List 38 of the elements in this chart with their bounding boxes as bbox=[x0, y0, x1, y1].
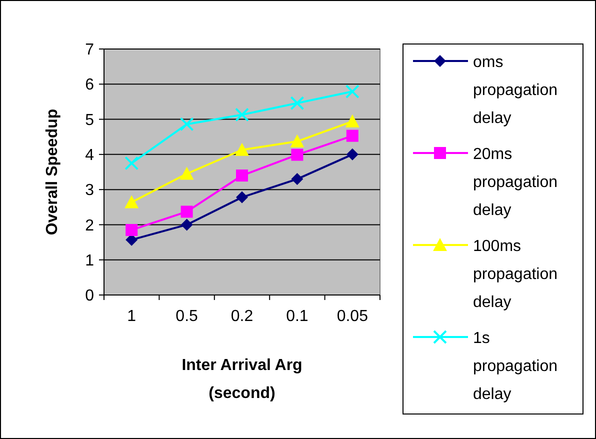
y-axis-title: Overall Speedup bbox=[44, 108, 61, 236]
point bbox=[235, 108, 249, 122]
x-tick-label: 1 bbox=[127, 308, 136, 325]
point bbox=[236, 170, 248, 182]
point bbox=[346, 148, 358, 160]
point bbox=[180, 166, 194, 180]
point bbox=[290, 134, 304, 148]
point bbox=[345, 84, 360, 99]
y-tick-label: 7 bbox=[85, 42, 94, 59]
point bbox=[290, 96, 304, 110]
point bbox=[291, 173, 304, 186]
x-tick-label: 0.05 bbox=[336, 308, 368, 325]
legend-label: 100ms propagation delay bbox=[473, 238, 558, 311]
y-tick-label: 2 bbox=[85, 217, 94, 234]
y-tick-label: 1 bbox=[85, 252, 94, 270]
x-tick-label: 0.5 bbox=[176, 308, 198, 325]
point bbox=[236, 191, 248, 204]
point bbox=[126, 224, 138, 236]
x-tick-label: 0.2 bbox=[230, 308, 254, 325]
point bbox=[345, 114, 360, 128]
point bbox=[346, 130, 358, 142]
point bbox=[180, 218, 193, 231]
y-tick-label: 4 bbox=[85, 147, 94, 164]
point bbox=[124, 195, 139, 208]
point bbox=[180, 206, 193, 218]
point bbox=[235, 142, 249, 156]
x-tick-label: 0.1 bbox=[286, 308, 308, 325]
legend-label: oms propagation delay bbox=[473, 54, 558, 127]
legend-label: 20ms propagation delay bbox=[473, 146, 558, 219]
x-axis-title: Inter Arrival Arg (second) bbox=[182, 357, 302, 402]
legend-label: 1s propagation delay bbox=[473, 330, 558, 403]
y-tick-label: 3 bbox=[85, 182, 94, 200]
y-tick-label: 6 bbox=[85, 76, 94, 94]
point bbox=[291, 148, 304, 161]
point bbox=[180, 117, 194, 132]
point bbox=[124, 156, 139, 170]
y-tick-label: 5 bbox=[85, 112, 94, 129]
y-tick-label: 0 bbox=[85, 288, 94, 305]
